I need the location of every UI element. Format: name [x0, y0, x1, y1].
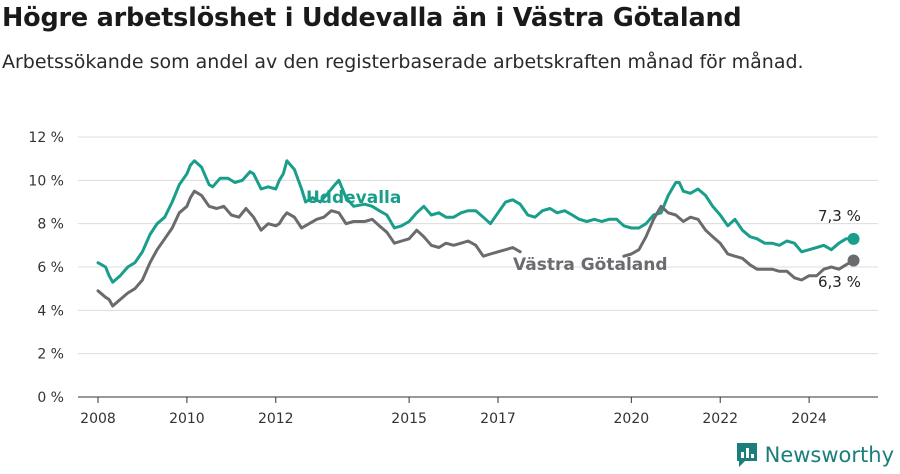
end-point-vastra-gotaland [847, 254, 860, 267]
x-tick-label: 2012 [258, 411, 294, 427]
series-line-vastra-gotaland [96, 189, 522, 308]
x-tick-label: 2024 [791, 411, 827, 427]
y-tick-label: 4 % [37, 303, 64, 319]
y-tick-label: 12 % [28, 130, 64, 146]
y-tick-label: 10 % [28, 173, 64, 189]
newsworthy-logo: Newsworthy [735, 442, 894, 468]
x-tick-label: 2017 [480, 411, 516, 427]
x-tick-label: 2022 [702, 411, 738, 427]
newsworthy-logo-icon [736, 443, 757, 467]
series-line-uddevalla [96, 159, 856, 284]
x-tick-label: 2008 [80, 411, 116, 427]
series-label-uddevalla: Uddevalla [306, 188, 401, 208]
chart-subtitle: Arbetssökande som andel av den registerb… [2, 51, 804, 73]
grid-layer [78, 136, 878, 355]
end-label-uddevalla: 7,3 % [818, 207, 861, 225]
axis-layer: 0 % 2 % 4 % 6 % 8 % 10 % 12 % 2008 2010 2012 2015 2… [28, 130, 878, 427]
chart-title: Högre arbetslöshet i Uddevalla än i Väst… [2, 3, 742, 33]
x-tick-label: 2010 [169, 411, 205, 427]
label-layer: Uddevalla Västra Götaland 7,3 % 6,3 % [306, 188, 861, 291]
x-tick-label: 2020 [614, 411, 650, 427]
y-tick-label: 8 % [37, 217, 64, 233]
x-tick-label: 2015 [391, 411, 427, 427]
y-tick-label: 6 % [37, 260, 64, 276]
y-tick-label: 2 % [37, 347, 64, 363]
end-point-uddevalla [847, 232, 860, 245]
series-label-vastra-gotaland: Västra Götaland [513, 255, 668, 275]
series-layer [96, 159, 860, 308]
end-label-vastra-gotaland: 6,3 % [818, 273, 861, 291]
newsworthy-logo-text: Newsworthy [764, 443, 894, 467]
y-tick-label: 0 % [37, 390, 64, 406]
series-line-vastra-gotaland [622, 204, 856, 282]
